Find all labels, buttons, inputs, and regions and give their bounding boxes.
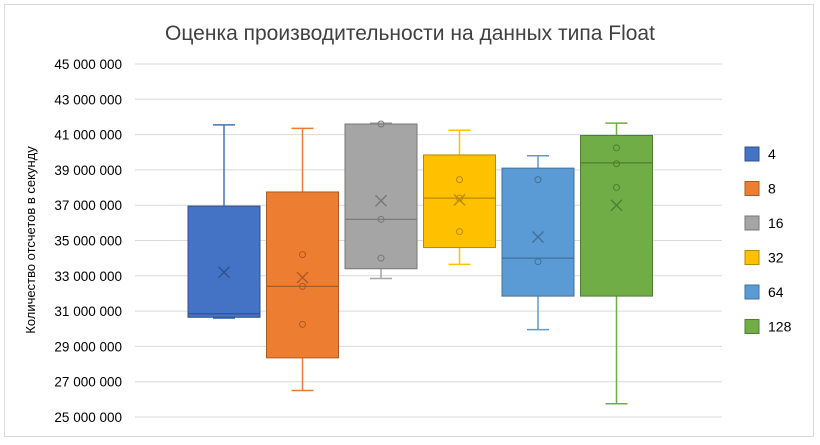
legend-item-32: 32 <box>744 250 784 266</box>
data-point <box>456 176 463 184</box>
legend-swatch <box>744 215 760 231</box>
data-point <box>613 184 620 192</box>
legend: 4 8 16 32 64 128 <box>744 146 792 335</box>
data-point <box>299 282 306 290</box>
y-tick-label: 29 000 000 <box>54 339 122 354</box>
y-tick-label: 43 000 000 <box>54 92 122 107</box>
box-series-64 <box>501 155 575 331</box>
data-point <box>534 258 542 266</box>
legend-label: 128 <box>768 319 792 335</box>
y-tick-label: 25 000 000 <box>54 410 122 425</box>
legend-item-128: 128 <box>744 319 792 335</box>
legend-label: 64 <box>768 284 784 300</box>
legend-swatch <box>744 181 760 196</box>
box-series-8 <box>266 127 339 392</box>
data-point <box>613 144 620 152</box>
data-point <box>613 160 620 168</box>
y-tick-label: 35 000 000 <box>54 234 122 249</box>
y-tick-label: 33 000 000 <box>54 269 122 284</box>
data-point <box>377 215 385 223</box>
box-series-32 <box>423 129 496 266</box>
box-iqr <box>266 191 339 359</box>
chart-title: Оценка производительности на данных типа… <box>165 22 655 45</box>
mean-marker <box>610 199 623 212</box>
box-iqr <box>187 205 261 318</box>
mean-marker <box>218 266 230 279</box>
legend-swatch <box>744 284 760 300</box>
y-tick-label: 31 000 000 <box>54 304 122 319</box>
mean-marker <box>296 271 309 284</box>
box-series-4 <box>187 124 261 319</box>
box-series-16 <box>344 120 418 280</box>
box-iqr <box>501 167 575 297</box>
mean-marker <box>453 193 466 206</box>
legend-item-16: 16 <box>744 215 784 231</box>
legend-swatch <box>744 250 760 265</box>
legend-item-8: 8 <box>744 181 776 197</box>
y-tick-label: 37 000 000 <box>54 198 122 213</box>
data-point <box>377 254 385 262</box>
data-point <box>299 320 306 328</box>
mean-marker <box>532 230 544 243</box>
legend-label: 32 <box>768 250 784 266</box>
y-axis-label: Количество отсчетов в секунду <box>23 146 38 334</box>
legend-label: 4 <box>768 146 776 162</box>
legend-label: 8 <box>768 181 776 197</box>
box-iqr <box>580 134 653 297</box>
y-axis-ticks: 25 000 000 27 000 000 29 000 000 31 000 000… <box>54 57 122 425</box>
data-point <box>299 251 306 259</box>
data-point <box>377 120 385 128</box>
box-iqr <box>344 123 418 270</box>
y-tick-label: 45 000 000 <box>54 57 122 72</box>
y-tick-label: 41 000 000 <box>54 128 122 143</box>
legend-swatch <box>744 146 760 162</box>
data-point <box>534 176 542 184</box>
legend-item-64: 64 <box>744 284 784 300</box>
y-tick-label: 39 000 000 <box>54 163 122 178</box>
legend-item-4: 4 <box>744 146 776 162</box>
legend-label: 16 <box>768 215 784 231</box>
box-series-128 <box>580 122 653 405</box>
mean-marker <box>375 194 387 207</box>
y-tick-label: 27 000 000 <box>54 375 122 390</box>
box-series <box>187 120 653 405</box>
legend-swatch <box>744 319 760 334</box>
data-point <box>456 228 463 236</box>
data-point <box>456 194 463 202</box>
